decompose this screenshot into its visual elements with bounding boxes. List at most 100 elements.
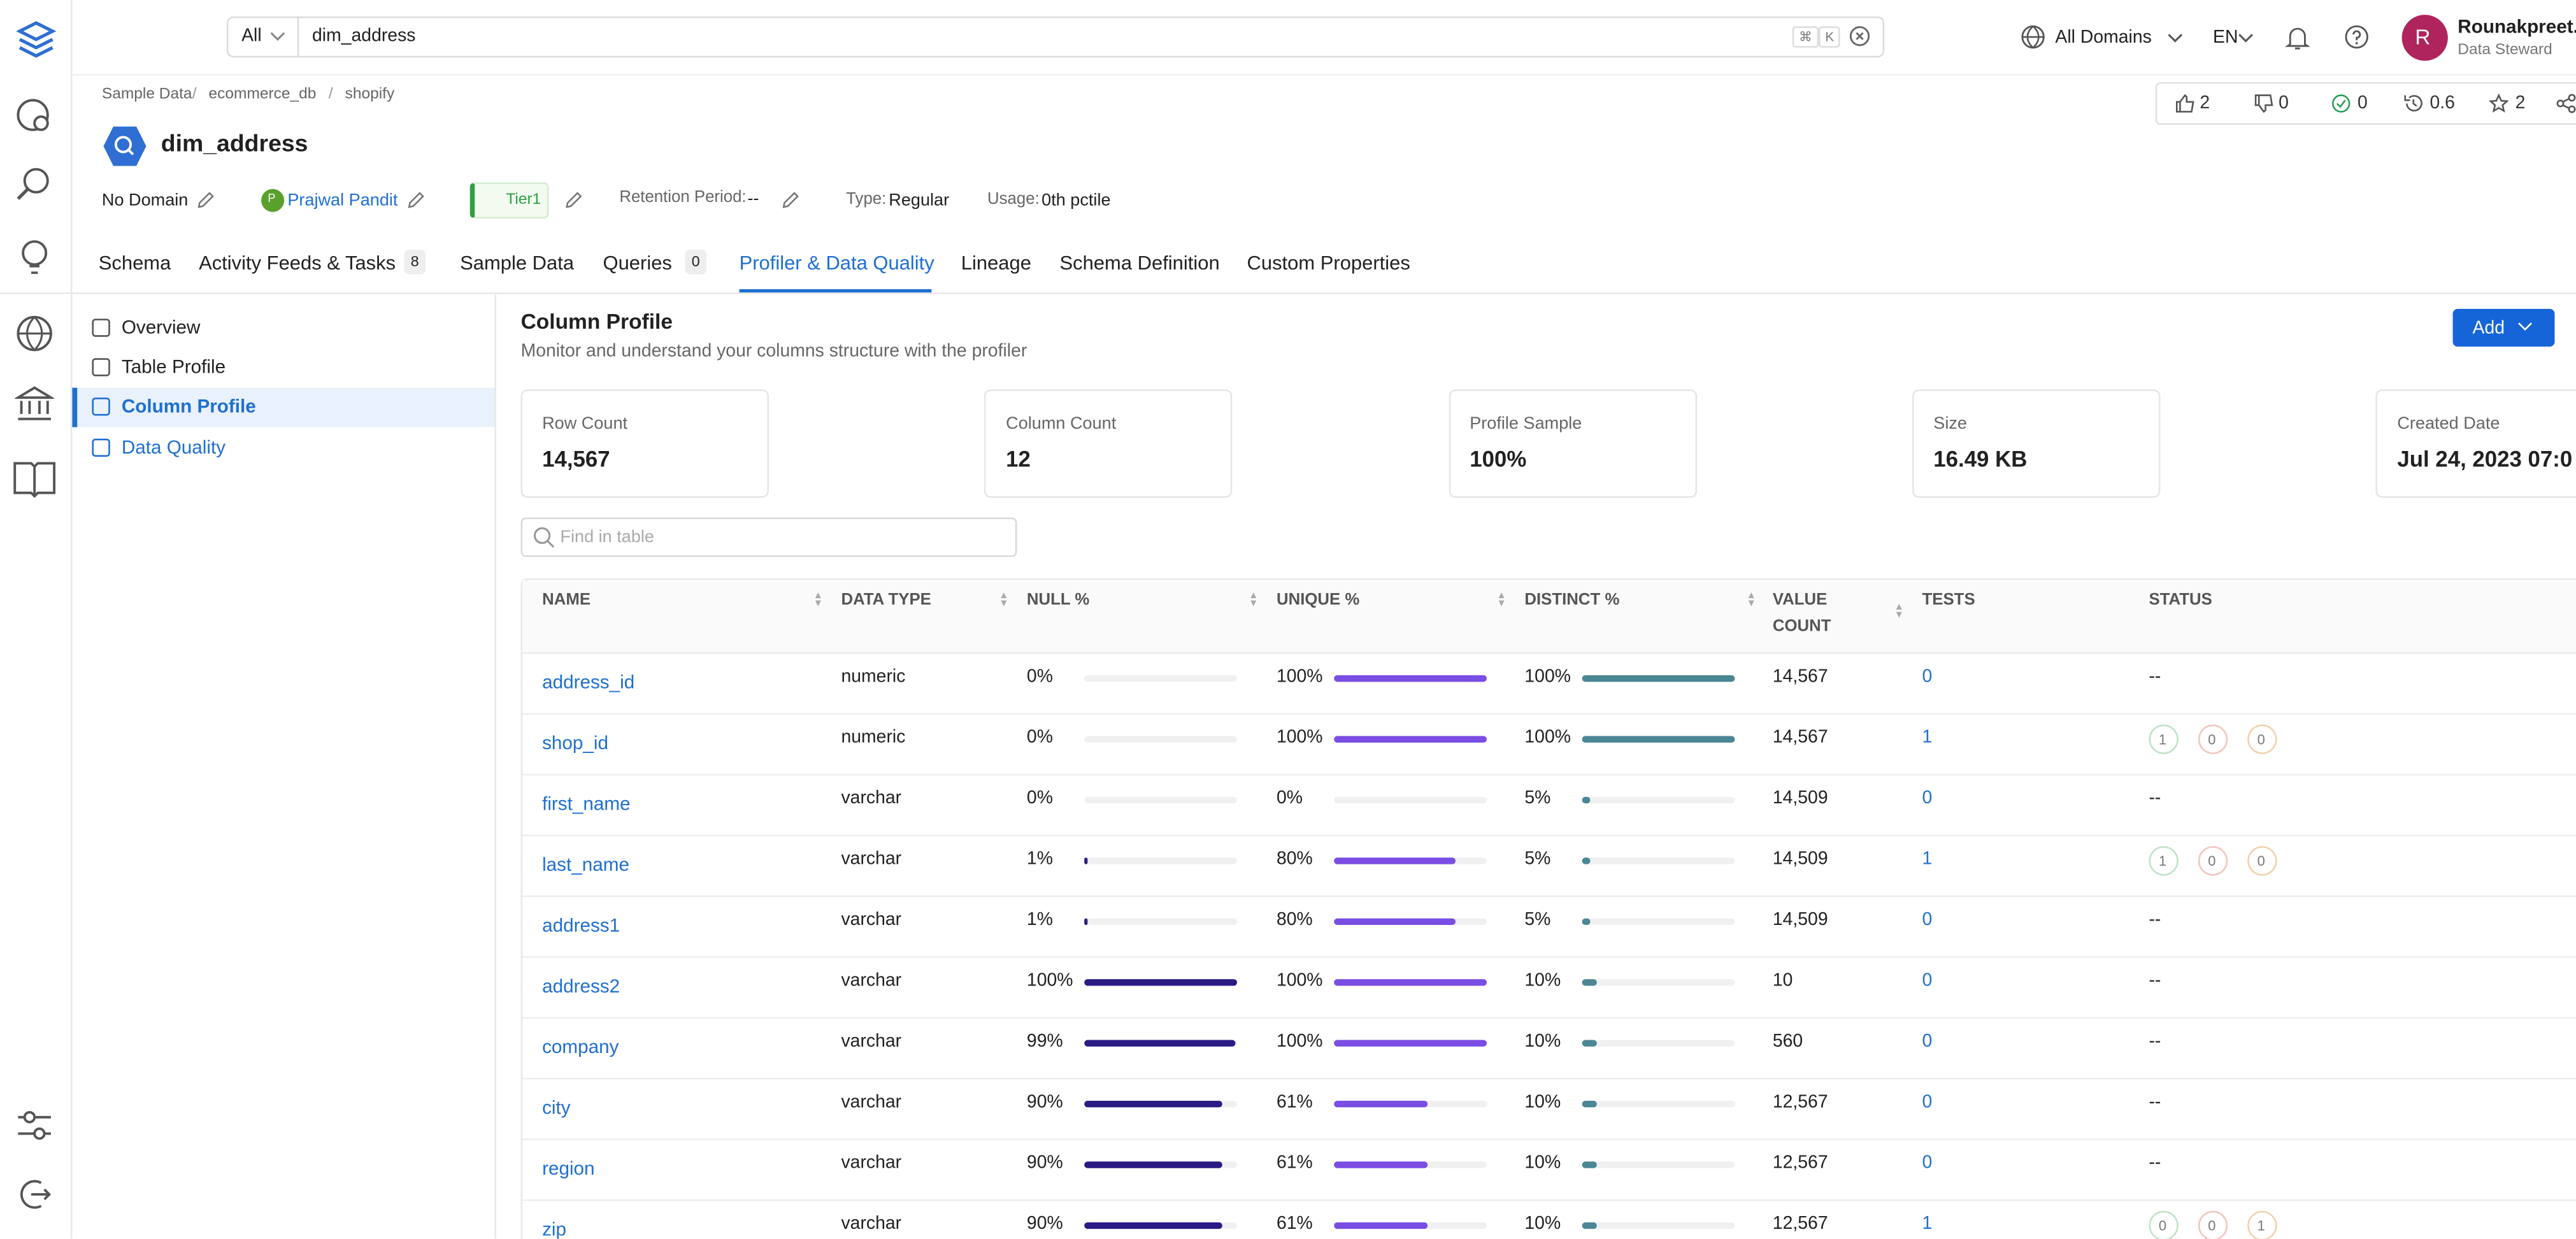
owner-name[interactable]: Prajwal Pandit: [287, 190, 398, 211]
percent-value: 1%: [1026, 910, 1053, 930]
column-name[interactable]: address1: [542, 917, 620, 937]
column-header[interactable]: DATA TYPE: [841, 591, 931, 610]
column-name[interactable]: last_name: [542, 856, 629, 876]
search-box[interactable]: [226, 16, 1885, 58]
avatar[interactable]: [2401, 15, 2448, 61]
column-header[interactable]: VALUE COUNT: [1772, 591, 1831, 636]
add-button[interactable]: [2452, 308, 2555, 347]
progress-bar: [1084, 918, 1088, 926]
value-count: 14,509: [1772, 849, 1828, 870]
column-name[interactable]: address_id: [542, 673, 635, 694]
row-divider: [522, 713, 2576, 715]
tests-count[interactable]: 1: [1922, 849, 1933, 870]
edit-icon[interactable]: [406, 190, 426, 210]
value-count: 14,567: [1772, 667, 1828, 687]
sidebar-item[interactable]: Overview: [121, 319, 201, 339]
column-header[interactable]: TESTS: [1922, 591, 1975, 610]
progress-bar: [1582, 918, 1590, 926]
sort-icon[interactable]: ▲ ▼: [813, 591, 823, 610]
sidebar-active: [72, 387, 495, 427]
search-icon[interactable]: [15, 164, 54, 204]
entity-stat[interactable]: 0: [2357, 94, 2368, 113]
domain-selector[interactable]: All Domains: [2055, 27, 2152, 48]
insights-icon[interactable]: [17, 238, 53, 281]
edit-icon[interactable]: [196, 190, 215, 210]
column-name[interactable]: address2: [542, 977, 620, 998]
breadcrumb-item[interactable]: shopify: [345, 85, 395, 104]
tests-count[interactable]: 0: [1922, 910, 1933, 930]
sort-icon[interactable]: ▲ ▼: [1746, 591, 1756, 610]
status-badge: [2198, 1210, 2228, 1239]
column-header[interactable]: NULL %: [1026, 591, 1090, 610]
settings-icon[interactable]: [15, 1106, 54, 1145]
tests-count[interactable]: 0: [1922, 667, 1933, 687]
entity-stat[interactable]: 2: [2515, 94, 2526, 113]
percent-value: 100%: [1524, 727, 1571, 748]
percent-value: 0%: [1276, 788, 1303, 808]
tests-count[interactable]: 0: [1922, 1031, 1933, 1052]
tab[interactable]: Profiler & Data Quality: [739, 251, 934, 275]
tab[interactable]: Schema: [98, 251, 171, 275]
sort-icon[interactable]: ▲ ▼: [1249, 591, 1259, 610]
progress-bar: [1084, 1100, 1222, 1108]
edit-icon[interactable]: [564, 190, 583, 210]
progress-track: [1084, 675, 1238, 682]
sidebar-item[interactable]: Data Quality: [121, 438, 226, 459]
glossary-icon[interactable]: [11, 457, 57, 499]
logout-icon[interactable]: [17, 1177, 53, 1213]
tab[interactable]: Custom Properties: [1247, 251, 1410, 275]
breadcrumb-item[interactable]: Sample Data: [101, 85, 192, 104]
bell-icon[interactable]: [2285, 25, 2310, 51]
tests-count[interactable]: 0: [1922, 1092, 1933, 1113]
tests-count[interactable]: 0: [1922, 1153, 1933, 1173]
tab[interactable]: Sample Data: [460, 251, 575, 275]
tab[interactable]: Queries: [603, 251, 672, 275]
usage-label: Usage:: [987, 190, 1040, 209]
edit-icon[interactable]: [780, 190, 800, 210]
column-name[interactable]: zip: [542, 1221, 567, 1239]
help-icon[interactable]: [2344, 25, 2369, 50]
column-name[interactable]: shop_id: [542, 734, 609, 754]
language-selector[interactable]: EN: [2213, 27, 2238, 48]
entity-stat[interactable]: 0: [2279, 94, 2289, 113]
entity-name: dim_address: [161, 131, 308, 158]
column-name[interactable]: company: [542, 1038, 619, 1058]
table-search[interactable]: [520, 517, 1017, 557]
progress-track: [1582, 918, 1735, 926]
sort-icon[interactable]: ▲ ▼: [999, 591, 1009, 610]
column-header[interactable]: STATUS: [2149, 591, 2212, 610]
sort-icon[interactable]: ▲ ▼: [1496, 591, 1506, 610]
sort-icon[interactable]: ▲ ▼: [1894, 603, 1905, 621]
column-name[interactable]: region: [542, 1159, 595, 1180]
column-name[interactable]: city: [542, 1099, 571, 1119]
entity-stat[interactable]: 0.6: [2429, 94, 2455, 113]
tab[interactable]: Schema Definition: [1059, 251, 1220, 275]
column-name[interactable]: first_name: [542, 795, 631, 815]
clear-icon[interactable]: [1848, 25, 1871, 48]
column-header[interactable]: DISTINCT %: [1524, 591, 1620, 610]
progress-bar: [1582, 857, 1590, 864]
progress-bar: [1084, 1222, 1222, 1229]
column-header[interactable]: NAME: [542, 591, 591, 610]
domains-icon[interactable]: [15, 314, 54, 354]
sidebar-item[interactable]: Column Profile: [121, 397, 256, 418]
avatar-initial: R: [2415, 24, 2431, 50]
explore-icon[interactable]: [15, 97, 54, 136]
usage-value: 0th pctile: [1041, 190, 1111, 211]
tab[interactable]: Activity Feeds & Tasks: [199, 251, 396, 275]
sidebar-item[interactable]: Table Profile: [121, 358, 226, 378]
percent-value: 10%: [1524, 1092, 1561, 1113]
user-name[interactable]: Rounakpreet.: [2458, 18, 2576, 38]
column-header[interactable]: UNIQUE %: [1276, 591, 1360, 610]
dropdown-caret: [270, 32, 285, 41]
breadcrumb-item[interactable]: ecommerce_db: [208, 85, 317, 104]
tests-count[interactable]: 1: [1922, 1214, 1933, 1234]
tests-count[interactable]: 0: [1922, 971, 1933, 991]
tests-count[interactable]: 1: [1922, 727, 1933, 748]
percent-value: 100%: [1026, 971, 1073, 991]
governance-icon[interactable]: [15, 385, 55, 424]
tab[interactable]: Lineage: [961, 251, 1031, 275]
user-role: Data Steward: [2458, 41, 2552, 59]
entity-stat[interactable]: 2: [2200, 94, 2210, 113]
tests-count[interactable]: 0: [1922, 788, 1933, 808]
